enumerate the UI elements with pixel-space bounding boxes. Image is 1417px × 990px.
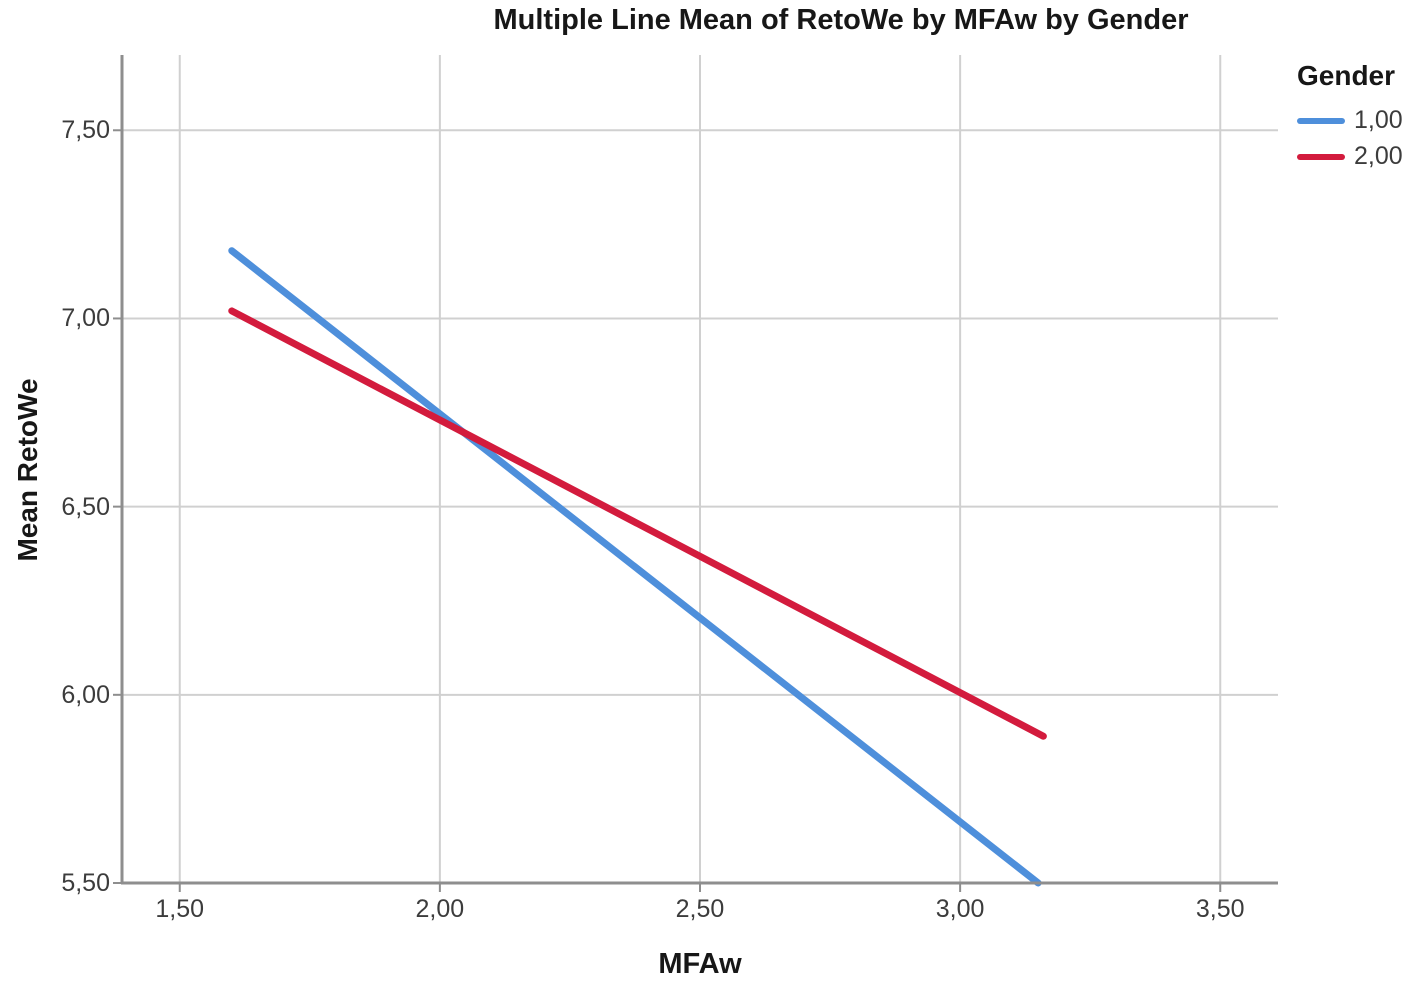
x-tick-label: 1,50	[155, 895, 205, 923]
series-line-1,00	[228, 247, 1042, 887]
series-line-2,00	[228, 307, 1047, 740]
legend-label: 2,00	[1354, 142, 1403, 170]
legend-item-2,00: 2,00	[1297, 142, 1403, 171]
x-tick-label: 3,00	[935, 895, 985, 923]
y-tick-label: 6,50	[61, 492, 110, 521]
legend-swatch-icon	[1297, 117, 1345, 124]
x-tick-label: 2,00	[415, 895, 465, 923]
x-tick-label: 2,50	[675, 895, 725, 923]
x-tick-label: 3,50	[1195, 895, 1245, 923]
legend-label: 1,00	[1354, 106, 1403, 134]
y-axis-label: Mean RetoWe	[12, 378, 43, 562]
y-tick-label: 5,50	[61, 869, 110, 897]
y-tick-label: 6,00	[61, 680, 110, 709]
y-tick-label: 7,00	[61, 304, 110, 333]
legend-item-1,00: 1,00	[1297, 106, 1403, 135]
legend: Gender 1,00 2,00	[1297, 60, 1403, 178]
legend-swatch-icon	[1297, 153, 1345, 160]
y-tick-label: 7,50	[61, 116, 110, 145]
chart-title: Multiple Line Mean of RetoWe by MFAw by …	[493, 4, 1189, 36]
x-axis-label: MFAw	[658, 948, 742, 980]
legend-items: 1,00 2,00	[1297, 106, 1403, 171]
legend-title: Gender	[1297, 60, 1396, 91]
